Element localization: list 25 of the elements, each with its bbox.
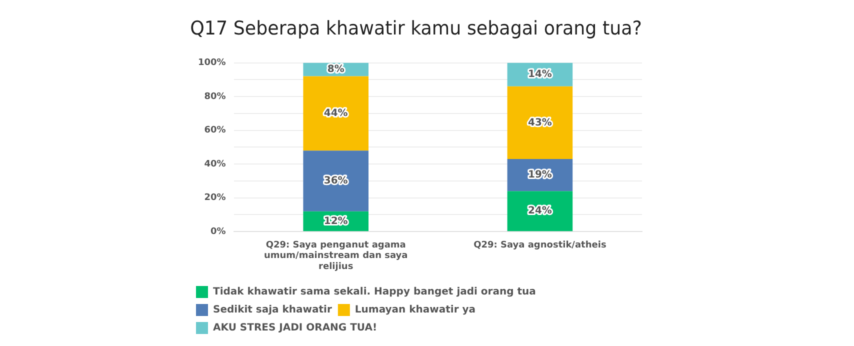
legend-label: AKU STRES JADI ORANG TUA! — [213, 322, 378, 334]
data-label: 12% — [324, 216, 348, 227]
y-tick-label: 0% — [210, 226, 226, 237]
legend-label: Sedikit saja khawatir — [213, 304, 332, 316]
y-tick-label: 100% — [198, 58, 226, 68]
chart-title: Q17 Seberapa khawatir kamu sebagai orang tua? — [190, 18, 642, 40]
data-label: 8% — [327, 64, 344, 76]
legend-label: Lumayan khawatir ya — [354, 304, 476, 316]
y-tick-label: 60% — [204, 126, 226, 136]
bar — [303, 76, 369, 151]
y-tick-label: 40% — [204, 159, 226, 170]
data-label: 44% — [324, 108, 348, 120]
y-tick-label: 20% — [204, 193, 226, 204]
data-label: 36% — [324, 176, 348, 187]
data-label: 24% — [528, 206, 552, 217]
bar — [507, 86, 573, 160]
x-tick-label: Q29: Saya penganut agama umum/mainstream dan saya relijius — [264, 240, 408, 272]
data-label: 19% — [528, 170, 552, 181]
x-tick-label: Q29: Saya agnostik/atheis — [474, 240, 606, 250]
y-tick-label: 80% — [204, 92, 226, 102]
data-label: 14% — [528, 69, 552, 80]
legend-label: Tidak khawatir sama sekali. Happy banget jadi orang tua — [213, 286, 536, 298]
bar — [507, 191, 573, 232]
data-label: 43% — [528, 117, 552, 128]
bar — [303, 150, 369, 212]
